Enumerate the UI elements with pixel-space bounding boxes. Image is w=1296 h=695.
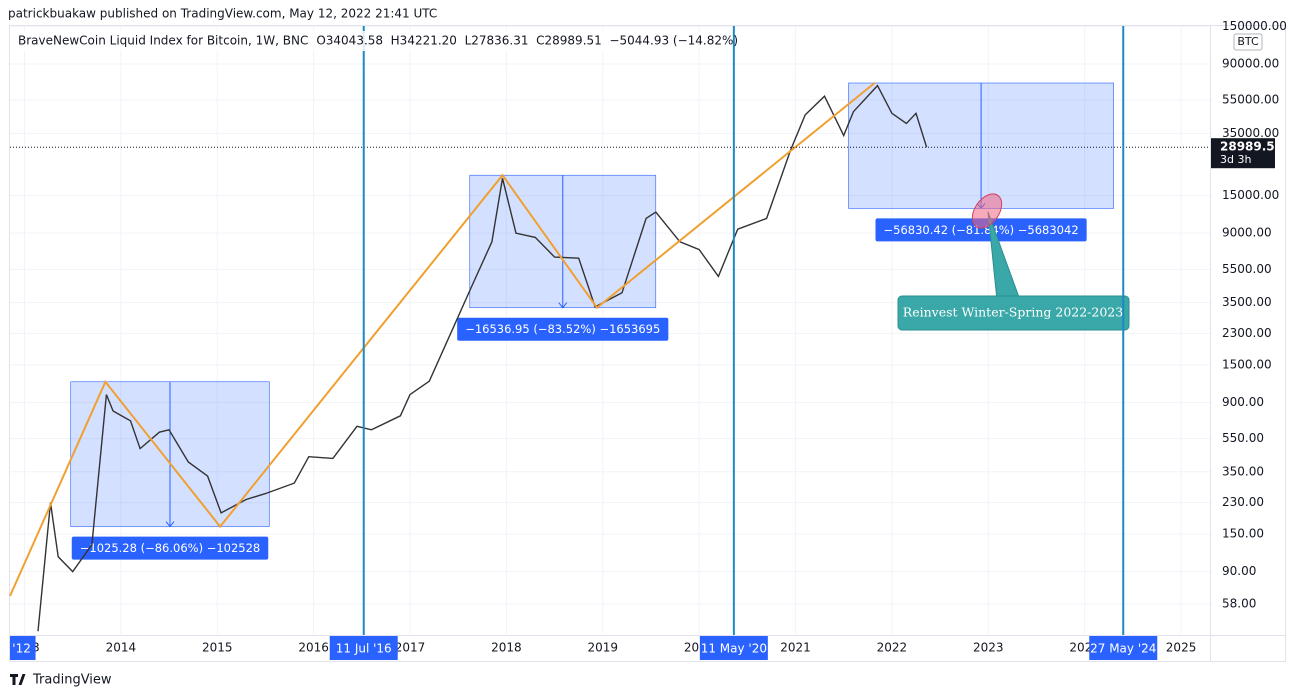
date-tag: [329, 636, 398, 660]
y-tick-label: 15000.00: [1222, 188, 1279, 202]
title-bg: [12, 31, 652, 51]
callout: [897, 295, 1130, 331]
x-tick-label: 2016: [298, 641, 329, 655]
x-tick-label: 2019: [587, 641, 618, 655]
y-tick-label: 150000.00: [1222, 19, 1287, 33]
x-tick-label: 2018: [491, 641, 522, 655]
currency: BTC: [1237, 35, 1259, 48]
measure-arrowhead: [558, 302, 568, 309]
y-tick-label: 90000.00: [1222, 56, 1279, 70]
x-tick-label: 2025: [1166, 641, 1197, 655]
measure-label-bg: [875, 218, 1087, 242]
plot: −1025.28 (−86.06%) −102528 −16536.95 (−83…: [9, 25, 1210, 635]
measure-arrowhead: [165, 521, 175, 528]
x-tick-label: 2023: [973, 641, 1004, 655]
measure-label: −16536.95 (−83.52%) −1653695: [457, 317, 669, 341]
date-tag-text: 11 Jul '16: [336, 642, 392, 656]
measure-label-text: −16536.95 (−83.52%) −1653695: [465, 322, 660, 336]
chart-title: BraveNewCoin Liquid Index for Bitcoin, 1…: [18, 34, 308, 48]
price-line: [37, 84, 928, 632]
footer-logo: TradingView: [10, 673, 112, 688]
date-tag-text: '12: [12, 642, 31, 656]
measure-label: −56830.42 (−81.84%) −5683042: [875, 218, 1087, 242]
footer: TradingView: [32, 673, 112, 688]
measure-label-bg: [71, 536, 269, 560]
y-tick-label: 9000.00: [1222, 226, 1272, 240]
price-tag: [1211, 138, 1275, 169]
x-tick-label: 2022: [877, 641, 908, 655]
x-tick-label: 2014: [106, 641, 137, 655]
y-tick-label: 550.00: [1222, 431, 1264, 445]
measure-label-text: −56830.42 (−81.84%) −5683042: [884, 223, 1079, 237]
highlight: [971, 193, 1003, 229]
callout-text: Reinvest Winter-Spring 2022-2023: [903, 305, 1123, 320]
countdown: 3d 3h: [1220, 153, 1251, 166]
currency-box: [1233, 33, 1263, 51]
price-tag-text: 28989.51: [1220, 140, 1283, 154]
y-tick-label: 350.00: [1222, 464, 1264, 478]
y-tick-label: 90.00: [1222, 564, 1256, 578]
x-tick-label: 2021: [780, 641, 811, 655]
x-tick-label: 2015: [202, 641, 233, 655]
header: patrickbuakaw published on TradingView.c…: [8, 7, 437, 21]
ohlc: O34043.58 H34221.20 L27836.31 C28989.51 …: [316, 34, 738, 48]
y-tick-label: 900.00: [1222, 395, 1264, 409]
y-tick-label: 58.00: [1222, 596, 1256, 610]
y-tick-label: 230.00: [1222, 495, 1264, 509]
measure-label-bg: [457, 317, 669, 341]
date-tag-text: 11 May '20: [701, 642, 767, 656]
y-tick-label: 2300.00: [1222, 326, 1272, 340]
y-tick-label: 3500.00: [1222, 295, 1272, 309]
date-tag: [699, 636, 768, 660]
trend-line: [9, 82, 876, 597]
y-tick-label: 150.00: [1222, 527, 1264, 541]
frame: [9, 25, 1286, 662]
measure-label-text: −1025.28 (−86.06%) −102528: [80, 541, 261, 555]
date-tag: [1089, 636, 1158, 660]
y-tick-label: 1500.00: [1222, 357, 1272, 371]
y-tick-label: 35000.00: [1222, 126, 1279, 140]
date-tag-text: 27 May '24: [1090, 642, 1156, 656]
y-tick-label: 5500.00: [1222, 262, 1272, 276]
logo: [10, 674, 26, 685]
x-tick-label: 2017: [395, 641, 426, 655]
measure-label: −1025.28 (−86.06%) −102528: [71, 536, 269, 560]
date-tag: [10, 636, 36, 660]
y-tick-label: 55000.00: [1222, 93, 1279, 107]
